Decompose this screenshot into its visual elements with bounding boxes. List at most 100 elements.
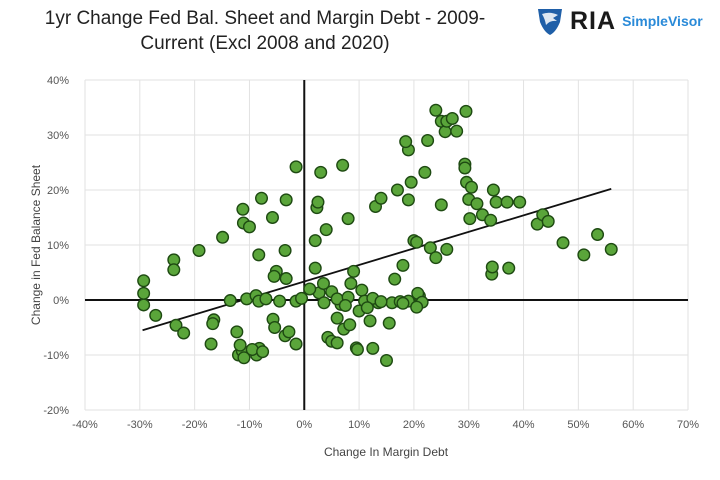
y-tick-label: 0% xyxy=(53,295,69,307)
data-point xyxy=(279,193,293,207)
data-point xyxy=(167,263,181,277)
data-point xyxy=(137,298,151,312)
data-point xyxy=(440,242,454,256)
data-point xyxy=(169,318,183,332)
data-point xyxy=(380,354,394,368)
data-point xyxy=(317,296,331,310)
data-point xyxy=(279,272,293,286)
data-point xyxy=(429,103,443,117)
data-point xyxy=(410,300,424,314)
data-point xyxy=(344,277,358,291)
data-point xyxy=(396,258,410,272)
data-point xyxy=(458,161,472,175)
data-point xyxy=(316,277,330,291)
data-point xyxy=(216,230,230,244)
data-point xyxy=(311,195,325,209)
title-line-1: 1yr Change Fed Bal. Sheet and Margin Deb… xyxy=(44,8,486,29)
x-tick-label: 30% xyxy=(458,419,480,431)
data-point xyxy=(434,198,448,212)
data-point xyxy=(230,325,244,339)
data-point xyxy=(355,283,369,297)
data-point xyxy=(268,321,282,335)
data-point xyxy=(295,291,309,305)
data-point xyxy=(338,299,352,313)
data-point xyxy=(267,269,281,283)
x-tick-label: -30% xyxy=(127,419,153,431)
x-tick-label: 70% xyxy=(677,419,699,431)
data-point xyxy=(259,292,273,306)
trendline xyxy=(142,188,612,332)
data-point xyxy=(363,314,377,328)
data-point xyxy=(489,195,503,209)
x-tick-label: -20% xyxy=(182,419,208,431)
data-point xyxy=(336,158,350,172)
data-point xyxy=(242,220,256,234)
y-tick-label: -10% xyxy=(43,350,69,362)
logo-sub-text: SimpleVisor xyxy=(622,13,703,29)
data-point xyxy=(591,228,605,242)
y-tick-label: 20% xyxy=(47,185,69,197)
data-point xyxy=(464,180,478,194)
data-point xyxy=(245,343,259,357)
data-point xyxy=(282,325,296,339)
ria-logo: RIA SimpleVisor xyxy=(536,6,703,36)
data-point xyxy=(410,235,424,249)
data-point xyxy=(360,301,374,315)
data-point xyxy=(192,243,206,257)
data-point xyxy=(485,260,499,274)
eagle-shield-icon xyxy=(538,9,562,35)
data-point xyxy=(343,318,357,332)
x-tick-label: 60% xyxy=(622,419,644,431)
data-point xyxy=(486,183,500,197)
x-tick-label: 40% xyxy=(513,419,535,431)
x-axis-title: Change In Margin Debt xyxy=(324,445,449,459)
data-point xyxy=(341,212,355,226)
data-point xyxy=(399,135,413,149)
data-point xyxy=(445,111,459,125)
data-point xyxy=(502,261,516,275)
data-point xyxy=(423,241,437,255)
data-point xyxy=(204,337,218,351)
x-tick-label: -40% xyxy=(72,419,98,431)
data-point xyxy=(396,296,410,310)
data-point xyxy=(404,175,418,189)
logo-main-text: RIA xyxy=(570,6,617,35)
x-tick-label: 50% xyxy=(567,419,589,431)
data-point xyxy=(289,337,303,351)
y-tick-label: 10% xyxy=(47,240,69,252)
chart-title: 1yr Change Fed Bal. Sheet and Margin Deb… xyxy=(0,6,530,56)
data-point xyxy=(236,202,250,216)
data-point xyxy=(314,165,328,179)
data-point xyxy=(366,341,380,355)
y-tick-label: -20% xyxy=(43,405,69,417)
data-point xyxy=(350,343,364,357)
data-point xyxy=(265,210,279,224)
data-point xyxy=(459,104,473,118)
data-point xyxy=(289,160,303,174)
data-point xyxy=(237,351,251,365)
data-point xyxy=(438,125,452,139)
data-point xyxy=(177,326,191,340)
data-point xyxy=(308,261,322,275)
x-tick-label: 20% xyxy=(403,419,425,431)
data-point xyxy=(450,124,464,138)
title-line-2: Current (Excl 2008 and 2020) xyxy=(140,33,390,54)
x-tick-label: 10% xyxy=(348,419,370,431)
data-point xyxy=(278,243,292,257)
data-point xyxy=(137,286,151,300)
data-point xyxy=(347,264,361,278)
data-point xyxy=(382,316,396,330)
data-point xyxy=(149,308,163,322)
y-tick-label: 30% xyxy=(47,130,69,142)
y-axis-title: Change in Fed Balance Sheet xyxy=(29,164,43,325)
data-point xyxy=(484,213,498,227)
data-point xyxy=(421,133,435,147)
data-point xyxy=(388,272,402,286)
data-point xyxy=(500,195,514,209)
data-point xyxy=(556,236,570,250)
data-point xyxy=(470,197,484,211)
data-point xyxy=(255,191,269,205)
data-point xyxy=(330,336,344,350)
data-point xyxy=(137,274,151,288)
